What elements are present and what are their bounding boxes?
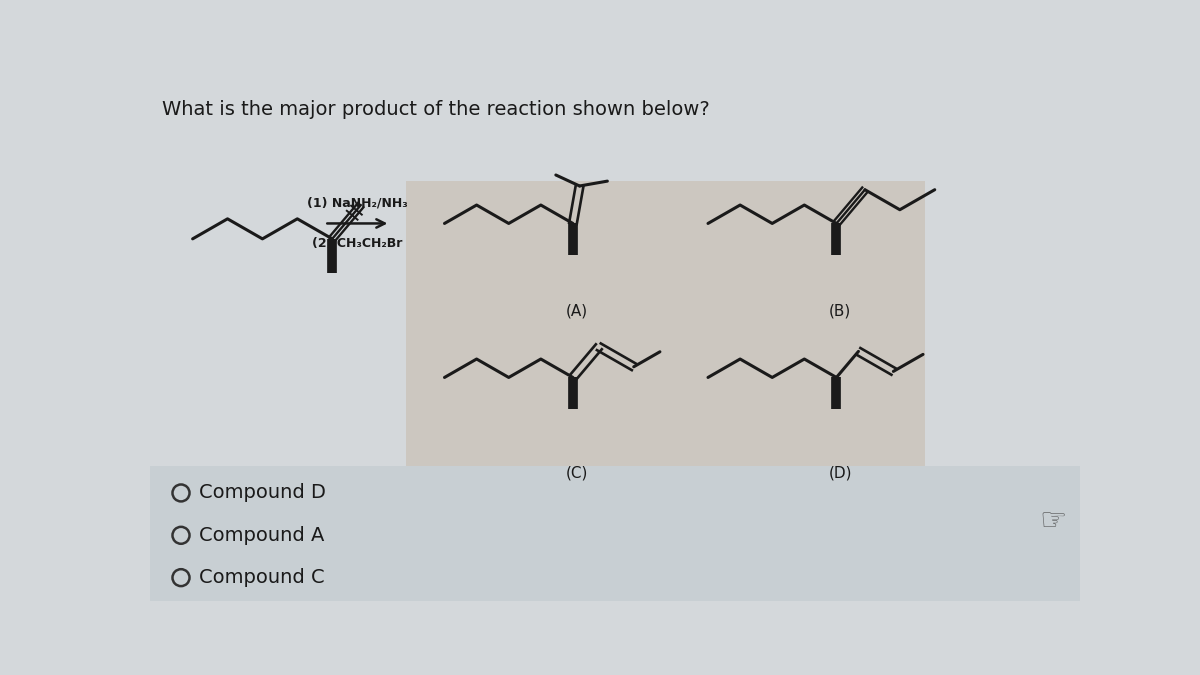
Text: Compound C: Compound C: [199, 568, 324, 587]
Text: Compound A: Compound A: [199, 526, 324, 545]
Text: Compound D: Compound D: [199, 483, 325, 502]
Text: (C): (C): [565, 466, 588, 481]
Polygon shape: [150, 466, 1080, 601]
Text: (2) CH₃CH₂Br: (2) CH₃CH₂Br: [312, 238, 402, 250]
Text: ☞: ☞: [1039, 507, 1067, 536]
Text: (A): (A): [565, 304, 588, 319]
Polygon shape: [406, 181, 925, 466]
Text: (1) NaNH₂/NH₃: (1) NaNH₂/NH₃: [306, 196, 407, 210]
Text: What is the major product of the reaction shown below?: What is the major product of the reactio…: [162, 101, 709, 119]
Text: (B): (B): [829, 304, 852, 319]
Text: (D): (D): [828, 466, 852, 481]
